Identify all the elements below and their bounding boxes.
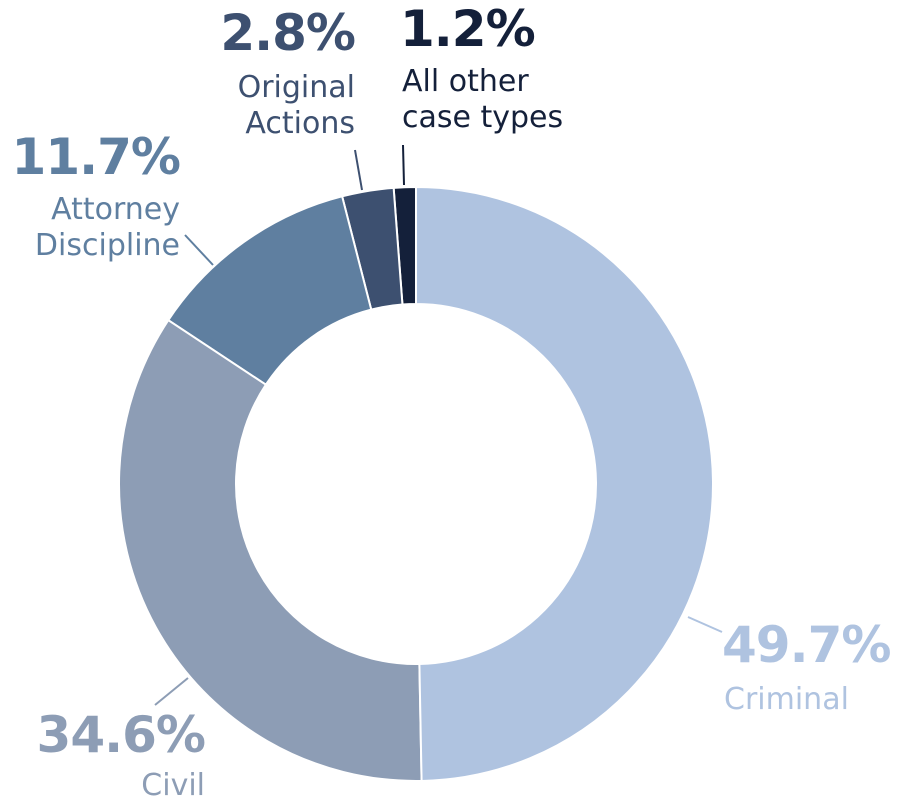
category-label: All other case types	[402, 64, 564, 135]
donut-segment	[340, 186, 404, 311]
value-label: 1.2%	[400, 0, 536, 58]
leader-line	[687, 616, 723, 633]
category-label: Original Actions	[237, 70, 355, 141]
category-label: Attorney Discipline	[34, 192, 180, 263]
leader-line	[154, 677, 189, 706]
donut-segment	[415, 185, 714, 782]
value-label: 11.7%	[11, 128, 181, 186]
donut-segment	[166, 195, 373, 387]
value-label: 34.6%	[36, 706, 206, 764]
leader-line	[184, 234, 214, 266]
value-label: 2.8%	[220, 4, 356, 62]
category-label: Criminal	[724, 682, 849, 717]
donut-segment	[118, 318, 423, 782]
value-label: 49.7%	[722, 616, 891, 674]
leader-lines	[154, 144, 723, 706]
category-label: Civil	[141, 768, 205, 803]
leader-line	[354, 149, 363, 191]
leader-line	[402, 144, 405, 186]
